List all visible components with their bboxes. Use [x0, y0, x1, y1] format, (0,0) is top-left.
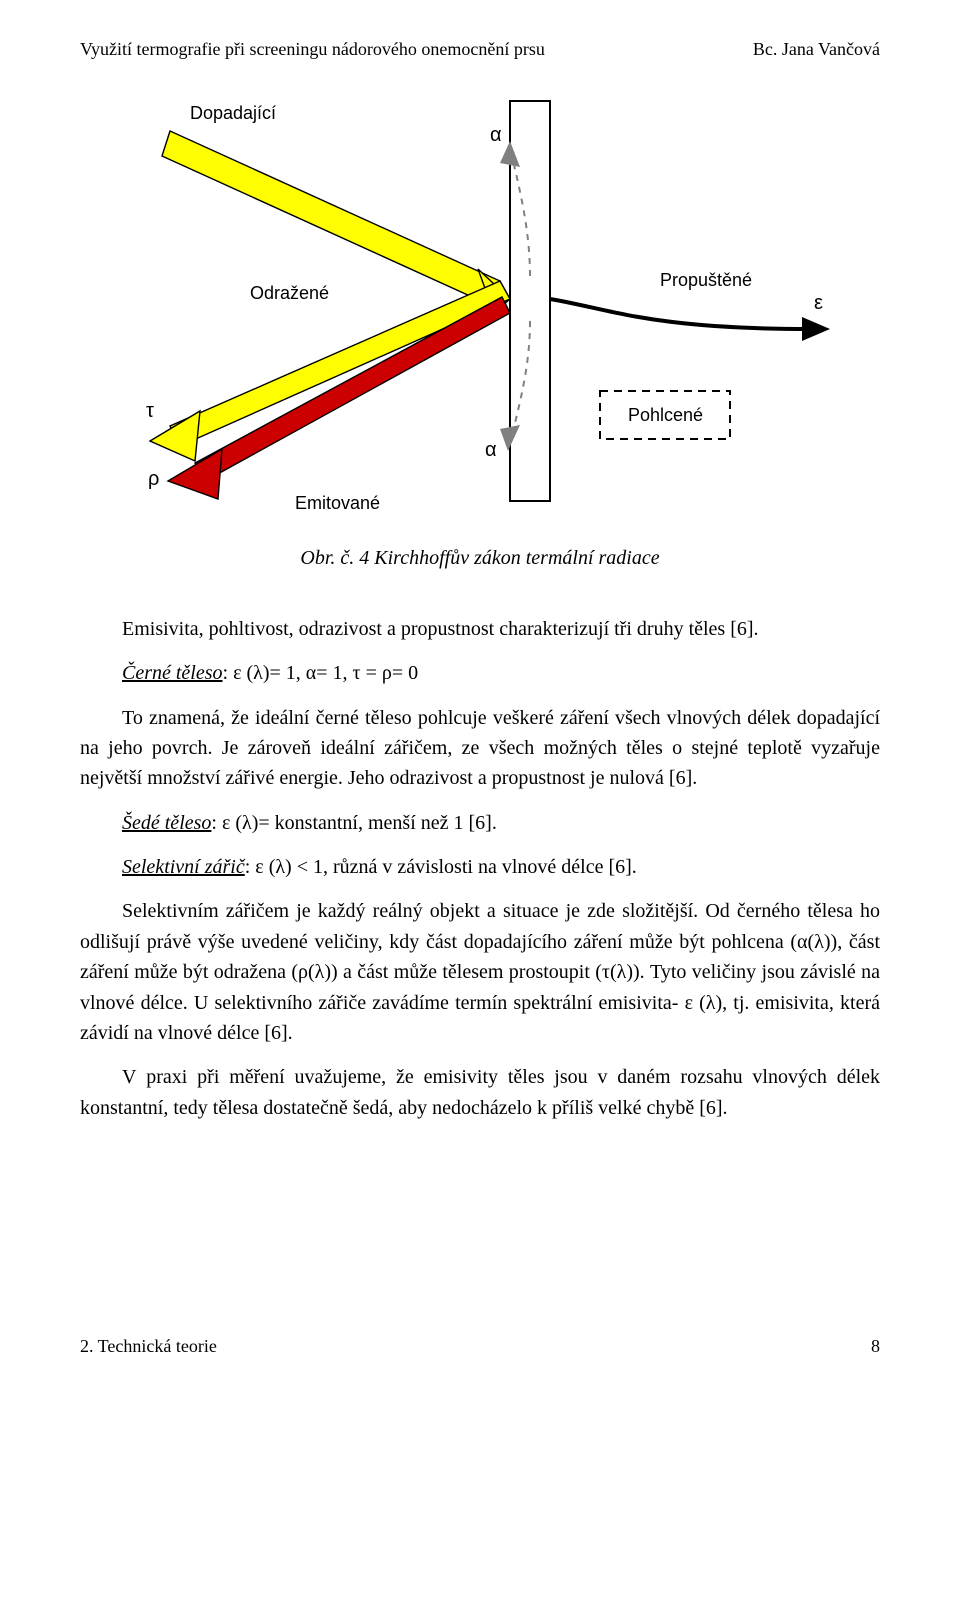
label-absorbed: Pohlcené	[628, 405, 703, 425]
selective-lead: Selektivní zářič	[122, 856, 245, 878]
label-alpha-bottom: α	[485, 439, 497, 461]
selective-rest: : ε (λ) < 1, různá v závislosti na vlnov…	[245, 856, 637, 878]
page-footer: 2. Technická teorie 8	[80, 1333, 880, 1360]
reflected-arrow	[170, 281, 510, 446]
header-left: Využití termografie při screeningu nádor…	[80, 36, 545, 63]
transmitted-arrow-head	[802, 317, 830, 341]
paragraph-2: Černé těleso: ε (λ)= 1, α= 1, τ = ρ= 0	[80, 658, 880, 688]
reflected-arrow-head	[150, 411, 200, 461]
paragraph-1: Emisivita, pohltivost, odrazivost a prop…	[80, 614, 880, 644]
label-rho: ρ	[148, 468, 159, 490]
footer-right: 8	[871, 1333, 880, 1360]
paragraph-7: V praxi při měření uvažujeme, že emisivi…	[80, 1062, 880, 1123]
figure-caption: Obr. č. 4 Kirchhoffův zákon termální rad…	[80, 543, 880, 573]
incoming-arrow	[162, 131, 510, 306]
label-tau: τ	[146, 400, 154, 422]
paragraph-4: Šedé těleso: ε (λ)= konstantní, menší ne…	[80, 808, 880, 838]
label-emitted: Emitované	[295, 493, 380, 513]
label-alpha-top: α	[490, 124, 502, 146]
figure-svg: Dopadající Odražené Emitované Propuštěné…	[120, 81, 840, 521]
grey-body-lead: Šedé těleso	[122, 812, 211, 834]
figure-kirchhoff: Dopadající Odražené Emitované Propuštěné…	[80, 81, 880, 521]
grey-body-rest: : ε (λ)= konstantní, menší než 1 [6].	[211, 812, 496, 834]
paragraph-6: Selektivním zářičem je každý reálný obje…	[80, 896, 880, 1048]
black-body-rest: : ε (λ)= 1, α= 1, τ = ρ= 0	[223, 662, 419, 684]
page-header: Využití termografie při screeningu nádor…	[80, 36, 880, 63]
paragraph-3: To znamená, že ideální černé těleso pohl…	[80, 703, 880, 794]
label-incoming: Dopadající	[190, 103, 276, 123]
label-reflected: Odražené	[250, 283, 329, 303]
label-epsilon: ε	[814, 292, 823, 314]
paragraph-5: Selektivní zářič: ε (λ) < 1, různá v záv…	[80, 852, 880, 882]
emitted-arrow	[195, 297, 510, 481]
label-transmitted: Propuštěné	[660, 270, 752, 290]
black-body-lead: Černé těleso	[122, 662, 223, 684]
footer-left: 2. Technická teorie	[80, 1333, 217, 1360]
transmitted-arrow	[550, 299, 810, 329]
header-right: Bc. Jana Vančová	[753, 36, 880, 63]
